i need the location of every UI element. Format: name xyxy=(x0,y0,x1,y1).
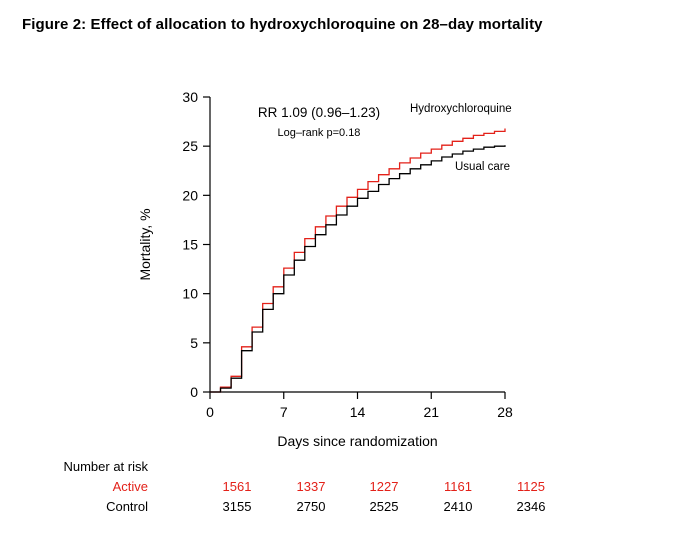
risk-value: 2410 xyxy=(443,499,473,514)
x-axis-title: Days since randomization xyxy=(277,433,437,449)
series-label-1: Usual care xyxy=(455,161,510,173)
x-tick-label: 21 xyxy=(423,404,439,420)
x-tick-label: 28 xyxy=(497,404,513,420)
figure-title: Figure 2: Effect of allocation to hydrox… xyxy=(22,16,543,33)
y-axis-title: Mortality, % xyxy=(137,208,153,280)
risk-table-header: Number at risk xyxy=(63,459,148,474)
risk-value: 3155 xyxy=(222,499,252,514)
rr-annotation: RR 1.09 (0.96–1.23) xyxy=(258,105,380,120)
y-tick-label: 10 xyxy=(182,286,198,302)
x-tick-label: 14 xyxy=(350,404,366,420)
risk-value: 2346 xyxy=(516,499,546,514)
x-tick-label: 0 xyxy=(206,404,214,420)
y-tick-label: 15 xyxy=(182,237,198,253)
risk-value: 1337 xyxy=(296,479,326,494)
y-tick-label: 20 xyxy=(182,187,198,203)
y-tick-label: 30 xyxy=(182,89,198,105)
risk-value: 1125 xyxy=(517,479,545,494)
risk-row-label-control: Control xyxy=(106,499,148,514)
risk-value: 1161 xyxy=(444,479,472,494)
risk-value: 1561 xyxy=(222,479,252,494)
y-tick-label: 25 xyxy=(182,138,198,154)
risk-value: 2750 xyxy=(296,499,326,514)
logrank-annotation: Log–rank p=0.18 xyxy=(278,127,361,139)
risk-value: 2525 xyxy=(369,499,399,514)
risk-row-label-active: Active xyxy=(112,479,148,494)
y-tick-label: 0 xyxy=(190,384,198,400)
series-curve-1 xyxy=(210,145,506,393)
series-label-0: Hydroxychloroquine xyxy=(410,103,512,115)
y-tick-label: 5 xyxy=(190,335,198,351)
risk-value: 1227 xyxy=(369,479,399,494)
x-tick-label: 7 xyxy=(280,404,288,420)
mortality-chart: 0 5 10 15 20 25 30 0 7 14 21 28 Days since randomiza… xyxy=(137,89,513,449)
